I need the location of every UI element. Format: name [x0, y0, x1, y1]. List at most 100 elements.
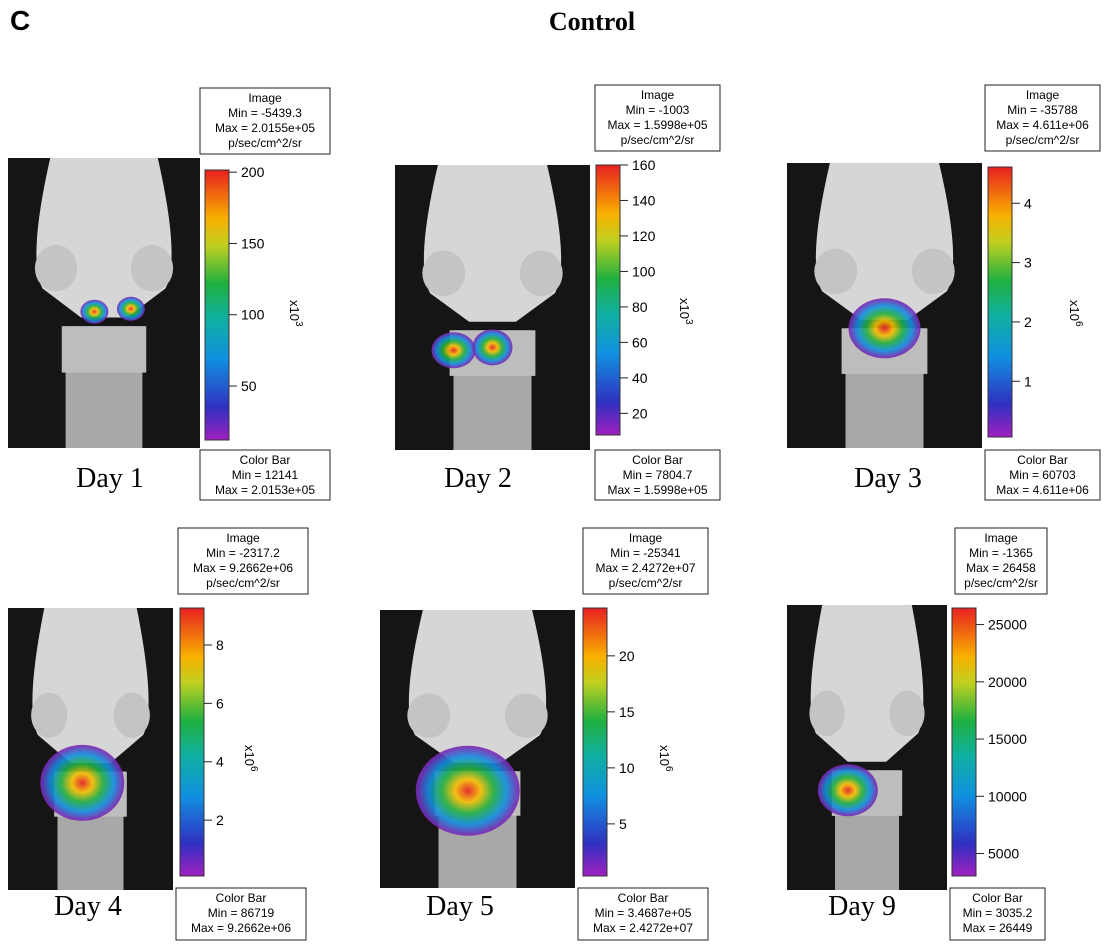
signal-blob: [80, 300, 108, 324]
color-bar-tick-label: 40: [632, 370, 648, 386]
colorbar-box-line: Color Bar: [1017, 453, 1068, 467]
day-label: Day 5: [426, 891, 494, 922]
colorbar-box-line: Min = 86719: [208, 906, 275, 920]
day-label: Day 2: [444, 463, 512, 494]
mouse-ear: [809, 691, 844, 737]
day-label: Day 1: [76, 463, 144, 494]
colorbar-box-line: Color Bar: [240, 453, 291, 467]
color-bar-tick-label: 100: [632, 263, 656, 279]
color-bar-tick-label: 15: [619, 704, 635, 720]
exponent-base: x10: [1067, 300, 1082, 321]
color-bar-tick-label: 2: [216, 812, 224, 828]
color-bar: [988, 167, 1012, 437]
image-box-line: Min = -35788: [1007, 103, 1078, 117]
color-bar: [952, 608, 976, 876]
color-bar-tick-label: 140: [632, 192, 656, 208]
image-box-line: Image: [984, 531, 1018, 545]
exponent-base: x10: [657, 745, 672, 766]
image-box-line: Image: [1026, 88, 1060, 102]
mouse-ear: [131, 245, 173, 291]
mouse-ear: [889, 691, 924, 737]
color-bar: [596, 165, 620, 435]
signal-blob: [40, 745, 124, 821]
color-bar-tick-label: 150: [241, 235, 265, 251]
mouse-body: [811, 605, 924, 762]
color-bar-tick-label: 100: [241, 307, 265, 323]
color-bar-tick-label: 1: [1024, 373, 1032, 389]
mouse-ear: [31, 693, 67, 738]
colorbar-box-line: Max = 2.4272e+07: [593, 921, 693, 935]
image-box-line: Min = -2317.2: [206, 546, 280, 560]
image-box-line: p/sec/cm^2/sr: [964, 576, 1038, 590]
color-bar-tick-label: 80: [632, 299, 648, 315]
mouse-ear: [407, 693, 450, 737]
image-box-line: Image: [629, 531, 663, 545]
figure: C Control 20015010050x103ImageMin = -543…: [0, 0, 1104, 947]
image-box-line: Max = 4.611e+06: [996, 118, 1089, 132]
color-bar-tick-label: 60: [632, 334, 648, 350]
signal-blob: [117, 297, 145, 321]
signal-blob: [849, 298, 921, 358]
color-bar-tick-label: 4: [1024, 195, 1032, 211]
mouse-ear: [114, 693, 150, 738]
colorbar-box-line: Min = 3.4687e+05: [595, 906, 692, 920]
mouse-ear: [505, 693, 548, 737]
image-box-line: p/sec/cm^2/sr: [1006, 133, 1080, 147]
color-bar-tick-label: 160: [632, 157, 656, 173]
exponent-base: x10: [677, 298, 692, 319]
color-bar: [583, 608, 607, 876]
mouse-ear: [520, 250, 563, 296]
color-bar-tick-label: 20: [632, 405, 648, 421]
exponent-label: x103: [677, 298, 694, 325]
mouse-body: [424, 165, 561, 322]
image-box-line: p/sec/cm^2/sr: [228, 136, 302, 150]
signal-blob: [473, 329, 513, 365]
color-bar-tick-label: 120: [632, 228, 656, 244]
colorbar-box-line: Color Bar: [972, 891, 1023, 905]
color-bar: [180, 608, 204, 876]
exponent-label: x103: [287, 300, 304, 327]
colorbar-box-line: Min = 12141: [232, 468, 299, 482]
color-bar-tick-label: 6: [216, 695, 224, 711]
nose-cone-rim: [62, 326, 146, 372]
exponent-label: x106: [1067, 300, 1084, 327]
day-label: Day 9: [828, 891, 896, 922]
image-box-line: Max = 2.0155e+05: [215, 121, 315, 135]
colorbar-box-line: Min = 3035.2: [963, 906, 1033, 920]
signal-blob: [432, 332, 476, 368]
color-bar-tick-label: 5: [619, 816, 627, 832]
colorbar-box-line: Min = 60703: [1009, 468, 1076, 482]
color-bar-tick-label: 200: [241, 164, 265, 180]
colorbar-box-line: Max = 9.2662e+06: [191, 921, 291, 935]
mouse-ear: [814, 248, 857, 294]
mouse-body: [32, 608, 148, 763]
exponent-base: x10: [242, 745, 257, 766]
color-bar-tick-label: 25000: [988, 617, 1027, 633]
exponent-power: 6: [1073, 321, 1084, 327]
mouse-ear: [912, 248, 955, 294]
colorbar-box-line: Color Bar: [216, 891, 267, 905]
mouse-body: [816, 163, 953, 320]
colorbar-box-line: Min = 7804.7: [623, 468, 693, 482]
day-label: Day 4: [54, 891, 122, 922]
image-box-line: Min = -1365: [969, 546, 1033, 560]
image-box-line: Image: [226, 531, 260, 545]
panel-letter: C: [10, 5, 30, 36]
colorbar-box-line: Max = 26449: [963, 921, 1033, 935]
signal-blob: [416, 746, 520, 836]
colorbar-box-line: Max = 2.0153e+05: [215, 483, 315, 497]
exponent-power: 3: [293, 321, 304, 327]
exponent-power: 6: [248, 766, 259, 772]
exponent-power: 3: [683, 319, 694, 325]
signal-blob: [818, 764, 878, 816]
mouse-ear: [35, 245, 77, 291]
exponent-label: x106: [657, 745, 674, 772]
day-label: Day 3: [854, 463, 922, 494]
mouse-body: [36, 158, 171, 318]
exponent-power: 6: [663, 766, 674, 772]
color-bar-tick-label: 10000: [988, 788, 1027, 804]
color-bar-tick-label: 5000: [988, 846, 1019, 862]
colorbar-box-line: Color Bar: [632, 453, 683, 467]
colorbar-box-line: Max = 1.5998e+05: [607, 483, 707, 497]
color-bar-tick-label: 10: [619, 760, 635, 776]
